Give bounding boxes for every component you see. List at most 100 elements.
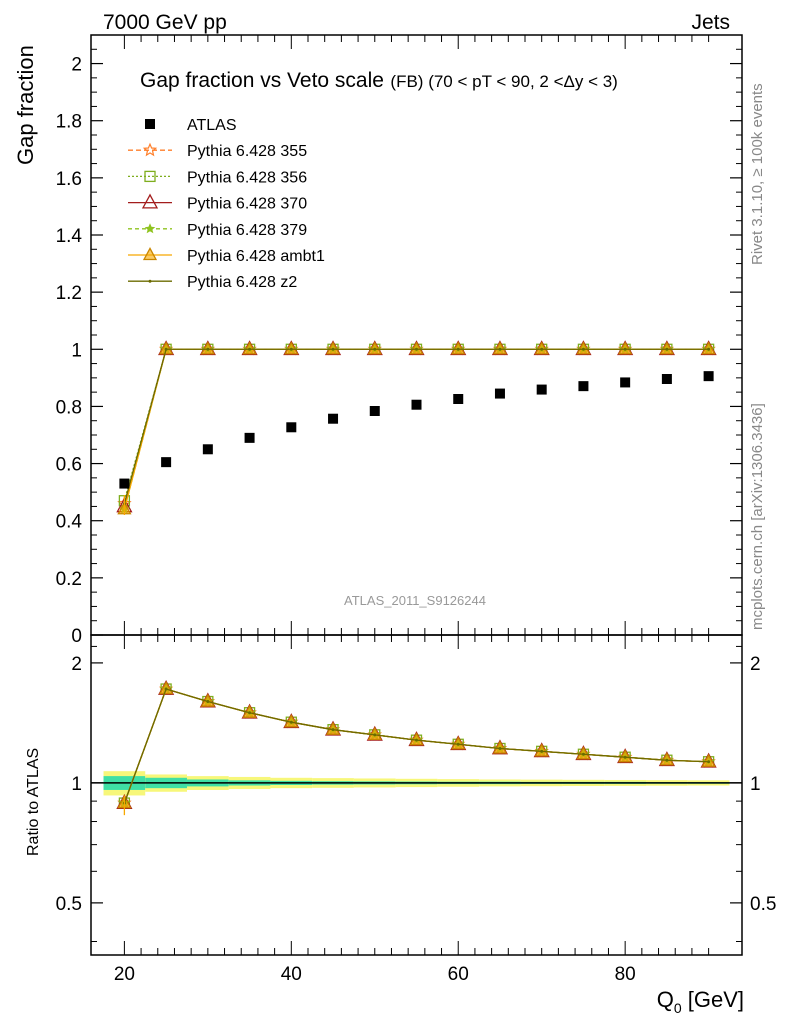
legend-label: ATLAS (187, 117, 237, 134)
top-y-tick-label: 0.2 (56, 569, 82, 590)
atlas-point (578, 381, 589, 392)
chart-title: Gap fraction vs Veto scale (FB) (70 < pT… (140, 69, 618, 92)
top-y-tick-label: 1.4 (56, 226, 83, 247)
top-y-tick-label: 0.8 (56, 397, 82, 418)
ratio-y-tick-label: 0.5 (56, 894, 82, 915)
mc-point-5 (665, 347, 669, 351)
ratio-point-5 (248, 711, 252, 715)
legend-marker-1 (142, 142, 158, 157)
mc-point-5 (331, 347, 335, 351)
top-y-tick-label: 1.6 (56, 169, 82, 190)
ratio-point-5 (498, 746, 502, 750)
mc-line-3 (123, 348, 709, 510)
mc-point-5 (289, 347, 293, 351)
ratio-y-tick-label-right: 1 (750, 774, 761, 795)
legend-label: Pythia 6.428 370 (187, 196, 307, 213)
rivet-label: Rivet 3.1.10, ≥ 100k events (749, 83, 766, 265)
ratio-point-5 (540, 749, 544, 753)
ratio-point-5 (164, 687, 168, 691)
atlas-point (119, 478, 130, 489)
mc-line-0 (123, 348, 709, 504)
ratio-point-5 (581, 752, 585, 756)
atlas-point (328, 413, 339, 424)
top-y-tick-label: 2 (71, 55, 82, 76)
legend-label: Pythia 6.428 379 (187, 222, 307, 239)
mc-line-5 (123, 348, 709, 504)
atlas-point (661, 374, 672, 384)
mc-line-4 (123, 348, 709, 510)
x-axis-label-unit: [GeV] (682, 987, 744, 1012)
mc-point-5 (456, 347, 460, 351)
analysis-watermark: ATLAS_2011_S9126244 (344, 593, 486, 608)
ratio-y-tick-label-right: 2 (750, 654, 761, 675)
top-y-tick-label: 0.4 (56, 512, 83, 533)
x-axis-label-q: Q (657, 987, 674, 1012)
top-y-tick-label: 1 (71, 340, 82, 361)
atlas-point (244, 432, 255, 443)
ratio-y-tick-label-right: 0.5 (750, 894, 776, 915)
legend-label: Pythia 6.428 356 (187, 169, 307, 186)
atlas-point (703, 371, 714, 382)
mcplots-label: mcplots.cern.ch [arXiv:1306.3436] (749, 403, 766, 630)
x-axis-label: Q0 [GeV] (657, 987, 744, 1016)
mc-line-2 (123, 348, 709, 507)
top-y-axis-label: Gap fraction (13, 45, 38, 165)
ratio-point-5 (373, 733, 377, 737)
chart-title-main: Gap fraction vs Veto scale (140, 69, 384, 92)
ratio-point-5 (623, 755, 627, 759)
mc-point-5 (164, 347, 168, 351)
top-y-tick-label: 1.8 (56, 112, 82, 133)
mc-point-5 (707, 347, 711, 351)
atlas-point (286, 422, 297, 433)
legend-marker-atlas (145, 119, 155, 129)
ratio-y-tick-label: 1 (71, 774, 82, 795)
atlas-point (453, 394, 464, 404)
mc-point-5 (248, 347, 252, 351)
ratio-point-5 (707, 760, 711, 764)
legend-marker-4 (144, 223, 156, 234)
mc-line-1 (123, 348, 709, 501)
x-tick-label: 60 (448, 964, 469, 985)
legend-label: Pythia 6.428 ambt1 (187, 248, 325, 265)
legend-label: Pythia 6.428 z2 (187, 274, 297, 291)
x-axis-label-sub: 0 (674, 1000, 682, 1016)
top-y-tick-label: 1.2 (56, 283, 82, 304)
legend-marker-2 (144, 170, 156, 183)
x-tick-label: 80 (615, 964, 636, 985)
atlas-point (620, 377, 631, 388)
legend-label: Pythia 6.428 355 (187, 143, 307, 160)
atlas-point (494, 388, 505, 399)
atlas-point (202, 444, 213, 455)
ratio-y-axis-label: Ratio to ATLAS (25, 748, 42, 856)
ratio-point-5 (665, 758, 669, 762)
ratio-y-tick-label: 2 (71, 654, 82, 675)
ratio-point-5 (331, 728, 335, 732)
ratio-frame (90, 634, 743, 956)
atlas-point (161, 457, 172, 468)
ratio-point-5 (206, 700, 210, 704)
legend-marker-5 (142, 247, 158, 261)
atlas-point (536, 384, 547, 395)
process-label: Jets (691, 11, 730, 34)
atlas-point (369, 406, 380, 416)
chart-title-sub: (FB) (70 < pT < 90, 2 <Δy < 3) (390, 72, 617, 91)
x-tick-label: 20 (114, 964, 135, 985)
ratio-point-5 (415, 738, 418, 742)
atlas-point (411, 399, 422, 410)
mc-point-5 (373, 347, 377, 351)
energy-label: 7000 GeV pp (103, 11, 227, 34)
mc-point-5 (581, 347, 585, 351)
top-y-tick-label: 0 (71, 626, 82, 647)
mc-point-5 (415, 347, 418, 351)
mc-point-5 (540, 347, 544, 351)
mc-point-5 (498, 347, 502, 351)
mc-point-5 (623, 347, 627, 351)
legend-marker-6 (148, 279, 152, 283)
top-y-tick-label: 0.6 (56, 455, 82, 476)
ratio-point-5 (289, 720, 293, 724)
mc-point-5 (206, 347, 210, 351)
ratio-point-5 (456, 742, 460, 746)
legend-marker-3 (141, 193, 159, 209)
x-tick-label: 40 (281, 964, 302, 985)
